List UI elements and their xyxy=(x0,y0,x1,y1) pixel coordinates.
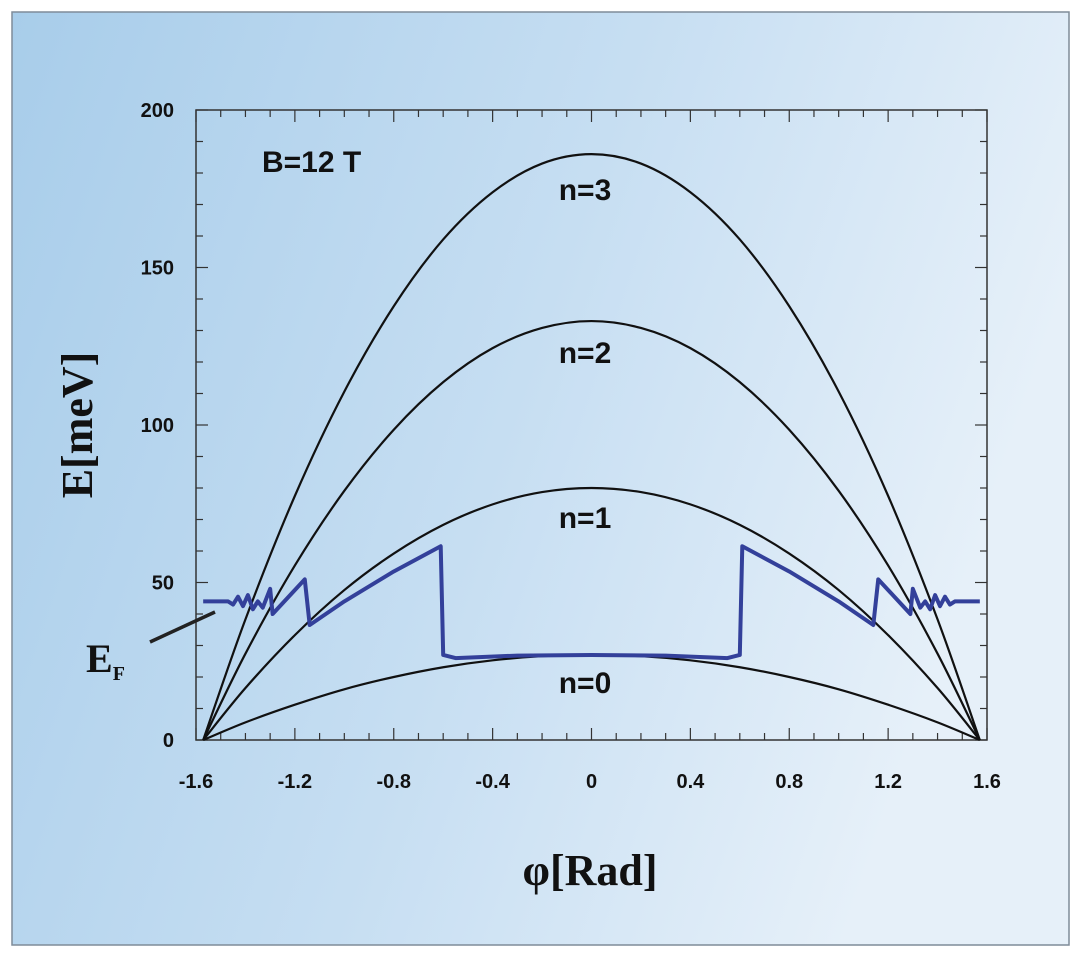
y-axis-title: E[meV] xyxy=(53,352,102,499)
fermi-pointer-line xyxy=(149,610,216,644)
y-tick-label: 50 xyxy=(152,573,174,595)
x-tick-label: 0.8 xyxy=(775,771,803,793)
y-tick-label: 150 xyxy=(141,258,174,280)
fermi-energy-line xyxy=(203,544,980,661)
x-tick-label: -0.8 xyxy=(377,771,411,793)
series-label-n3: n=3 xyxy=(559,174,612,207)
axis-ticks xyxy=(195,109,988,741)
x-tick-label: 0.4 xyxy=(676,771,705,793)
y-tick-label: 0 xyxy=(163,730,174,752)
curve-n3 xyxy=(202,152,981,741)
y-tick-label: 100 xyxy=(141,415,174,437)
x-axis-title: φ[Rad] xyxy=(522,846,657,895)
landau-level-curves xyxy=(202,152,981,742)
fermi-label: EF xyxy=(86,636,125,685)
x-tick-label: -1.2 xyxy=(278,771,312,793)
chart-background xyxy=(11,11,1070,946)
series-label-n1: n=1 xyxy=(559,502,612,535)
x-tick-label: 1.2 xyxy=(874,771,902,793)
curve-n2 xyxy=(202,319,981,741)
x-tick-label: -1.6 xyxy=(179,771,213,793)
series-label-n0: n=0 xyxy=(559,667,612,700)
x-tick-label: 0 xyxy=(586,771,597,793)
y-tick-labels: 0 50 100 150 200 xyxy=(141,100,174,752)
field-annotation: B=12 T xyxy=(262,146,361,179)
x-tick-label: 1.6 xyxy=(973,771,1001,793)
curve-n1 xyxy=(202,486,981,741)
x-tick-labels: -1.6 -1.2 -0.8 -0.4 0 0.4 0.8 1.2 1.6 xyxy=(179,771,1001,793)
series-label-n2: n=2 xyxy=(559,337,612,370)
y-tick-label: 200 xyxy=(141,100,174,122)
x-tick-label: -0.4 xyxy=(475,771,510,793)
